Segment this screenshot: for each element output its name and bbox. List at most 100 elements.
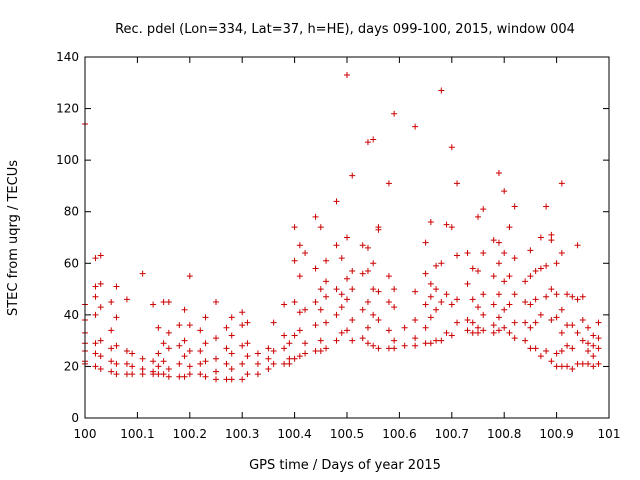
data-point xyxy=(160,340,167,347)
data-point xyxy=(254,371,261,378)
data-point xyxy=(438,87,445,94)
data-point xyxy=(375,345,382,352)
data-point xyxy=(197,327,204,334)
data-point xyxy=(480,206,487,213)
data-point xyxy=(181,306,188,313)
data-point xyxy=(129,371,136,378)
data-point xyxy=(490,237,497,244)
data-point xyxy=(323,345,330,352)
data-point xyxy=(223,345,230,352)
data-point xyxy=(155,371,162,378)
data-point xyxy=(296,242,303,249)
data-point xyxy=(165,366,172,373)
data-point xyxy=(475,304,481,311)
data-point xyxy=(281,345,288,352)
data-point xyxy=(344,296,350,303)
data-point xyxy=(574,329,581,336)
data-point xyxy=(375,317,382,324)
x-axis-label: GPS time / Days of year 2015 xyxy=(249,458,441,473)
data-point xyxy=(433,306,440,313)
data-point xyxy=(302,340,309,347)
data-point xyxy=(495,170,502,177)
data-point xyxy=(412,317,419,324)
data-point xyxy=(585,347,592,354)
data-point xyxy=(527,345,534,352)
data-point xyxy=(412,342,419,349)
data-point xyxy=(532,268,539,275)
data-point xyxy=(527,247,534,254)
data-point xyxy=(475,213,481,220)
data-point xyxy=(506,301,513,308)
data-point xyxy=(129,350,136,357)
y-tick-label: 60 xyxy=(64,256,79,270)
data-point xyxy=(281,332,288,339)
data-point xyxy=(511,291,518,298)
data-point xyxy=(312,298,319,305)
data-point xyxy=(501,324,508,331)
data-point xyxy=(92,255,99,262)
data-point xyxy=(150,358,157,365)
data-point xyxy=(344,327,350,334)
data-point xyxy=(302,249,309,256)
data-point xyxy=(333,311,340,318)
data-point xyxy=(364,139,371,146)
data-point xyxy=(181,373,188,380)
data-point xyxy=(548,231,555,238)
data-point xyxy=(506,329,513,336)
data-point xyxy=(239,309,246,316)
data-point xyxy=(92,283,99,290)
data-point xyxy=(564,363,571,370)
data-point xyxy=(579,337,586,344)
data-point xyxy=(537,234,544,241)
data-point xyxy=(391,337,398,344)
data-point xyxy=(522,337,529,344)
data-point xyxy=(553,260,560,267)
data-point xyxy=(270,360,277,367)
data-point xyxy=(317,347,324,354)
x-tick-label: 101 xyxy=(598,427,621,441)
data-point xyxy=(113,283,120,290)
data-point xyxy=(574,360,581,367)
data-point xyxy=(291,257,298,264)
data-point xyxy=(537,265,544,272)
data-point xyxy=(375,288,382,295)
data-point xyxy=(291,298,298,305)
data-point xyxy=(176,322,183,329)
data-point xyxy=(558,347,565,354)
data-point xyxy=(213,376,219,383)
data-point xyxy=(490,273,497,280)
data-point xyxy=(97,304,104,311)
data-point xyxy=(364,268,371,275)
data-point xyxy=(422,340,429,347)
data-point xyxy=(265,345,272,352)
data-point xyxy=(511,319,518,326)
data-point xyxy=(286,360,293,367)
y-tick-label: 120 xyxy=(56,102,79,116)
data-point xyxy=(495,260,502,267)
data-point xyxy=(480,249,487,256)
data-point xyxy=(469,329,476,336)
data-point xyxy=(317,306,324,313)
data-point xyxy=(370,342,377,349)
data-point xyxy=(108,298,115,305)
data-point xyxy=(186,273,193,280)
data-point xyxy=(92,311,99,318)
data-point xyxy=(391,286,398,293)
data-point xyxy=(585,360,592,367)
data-point xyxy=(370,136,377,143)
data-point xyxy=(532,319,539,326)
data-point xyxy=(574,242,581,249)
data-point xyxy=(239,342,246,349)
data-point xyxy=(391,345,398,352)
data-point xyxy=(333,337,340,344)
data-point xyxy=(464,327,471,334)
x-tick-label: 100.1 xyxy=(120,427,154,441)
data-point xyxy=(244,353,251,360)
data-point xyxy=(464,317,471,324)
data-point xyxy=(475,329,481,336)
data-point xyxy=(317,224,324,231)
data-point xyxy=(213,298,219,305)
data-point xyxy=(401,324,408,331)
data-point xyxy=(469,296,476,303)
data-point xyxy=(427,293,434,300)
